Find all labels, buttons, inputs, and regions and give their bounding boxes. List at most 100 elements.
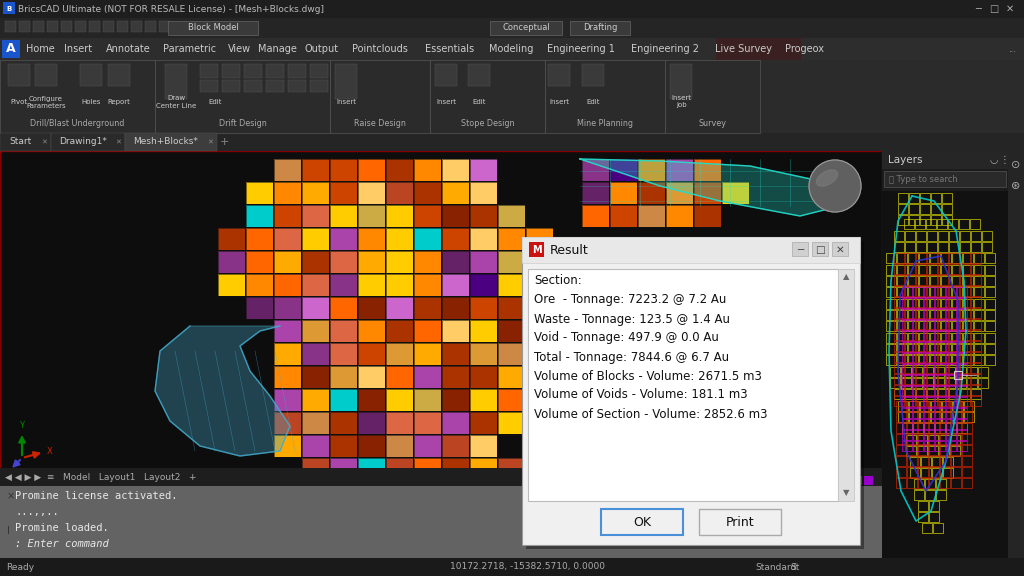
Bar	[905, 374, 915, 384]
Bar	[897, 287, 907, 297]
Bar	[414, 251, 441, 273]
Text: ▲: ▲	[843, 272, 849, 282]
Bar	[442, 228, 469, 250]
Bar	[117, 21, 128, 32]
Bar	[974, 299, 984, 309]
Bar	[912, 367, 922, 377]
Bar	[932, 468, 942, 478]
Bar	[442, 159, 469, 181]
Bar	[946, 353, 956, 363]
Bar	[442, 228, 469, 250]
Bar	[908, 287, 918, 297]
Text: Promine license activated.: Promine license activated.	[15, 491, 177, 501]
Bar	[974, 355, 984, 365]
Bar	[809, 476, 818, 485]
Bar	[526, 297, 553, 319]
Bar	[435, 64, 457, 86]
Bar	[302, 228, 329, 250]
Bar	[908, 355, 918, 365]
Bar	[470, 320, 497, 342]
Bar	[935, 309, 945, 319]
Bar	[470, 297, 497, 319]
Bar	[330, 458, 357, 480]
Bar	[945, 378, 955, 388]
Bar	[358, 366, 385, 388]
Bar	[638, 159, 665, 181]
Bar	[414, 481, 441, 503]
Bar	[957, 441, 967, 451]
Bar	[274, 389, 301, 411]
Bar	[957, 353, 967, 363]
Bar	[957, 342, 967, 352]
Bar	[974, 344, 984, 354]
Bar	[358, 389, 385, 411]
Bar	[946, 397, 956, 407]
Bar	[951, 401, 961, 411]
Bar	[962, 434, 972, 444]
Bar	[931, 412, 941, 422]
Bar	[953, 412, 963, 422]
Bar	[246, 251, 273, 273]
Bar	[971, 264, 981, 274]
Bar	[970, 219, 980, 229]
Bar	[155, 60, 330, 133]
Bar	[908, 276, 918, 286]
Bar	[963, 310, 973, 320]
Bar	[957, 309, 967, 319]
Bar	[302, 228, 329, 250]
Bar	[941, 355, 951, 365]
Bar	[0, 60, 155, 133]
Bar	[498, 527, 525, 549]
Bar	[386, 458, 413, 480]
Bar	[330, 60, 430, 133]
Bar	[302, 182, 329, 204]
Bar	[386, 274, 413, 296]
Bar	[358, 435, 385, 457]
Bar	[274, 159, 301, 181]
Bar	[358, 182, 385, 204]
Bar	[787, 476, 796, 485]
Bar	[886, 253, 896, 263]
Bar	[916, 253, 926, 263]
Bar	[946, 309, 956, 319]
Bar	[666, 205, 693, 227]
Bar	[302, 251, 329, 273]
Bar	[526, 297, 553, 319]
Bar	[946, 320, 956, 330]
Bar	[246, 182, 273, 204]
Bar	[414, 274, 441, 296]
Bar	[929, 401, 939, 411]
Text: Live Survey: Live Survey	[715, 44, 772, 54]
Bar	[310, 80, 328, 92]
Bar	[358, 343, 385, 365]
Bar	[918, 435, 927, 445]
Bar	[19, 21, 30, 32]
Bar	[913, 408, 923, 418]
Bar	[930, 333, 940, 343]
Bar	[896, 434, 906, 444]
Text: ─: ─	[797, 245, 803, 255]
Bar	[905, 396, 915, 406]
Bar	[941, 299, 951, 309]
Bar	[934, 367, 944, 377]
Bar	[902, 298, 912, 308]
Bar	[952, 333, 962, 343]
Bar	[246, 205, 273, 227]
Bar	[498, 297, 525, 319]
Bar	[964, 412, 974, 422]
Bar	[952, 287, 962, 297]
Bar	[897, 253, 907, 263]
Bar	[610, 182, 637, 204]
Bar	[274, 320, 301, 342]
Bar	[902, 430, 912, 440]
Bar	[498, 205, 525, 227]
Bar	[414, 205, 441, 227]
Bar	[358, 550, 385, 572]
Bar	[414, 389, 441, 411]
Bar	[963, 287, 973, 297]
Bar	[386, 297, 413, 319]
Bar	[971, 389, 981, 399]
Bar	[165, 64, 187, 99]
Bar	[330, 481, 357, 503]
Bar	[949, 330, 959, 340]
